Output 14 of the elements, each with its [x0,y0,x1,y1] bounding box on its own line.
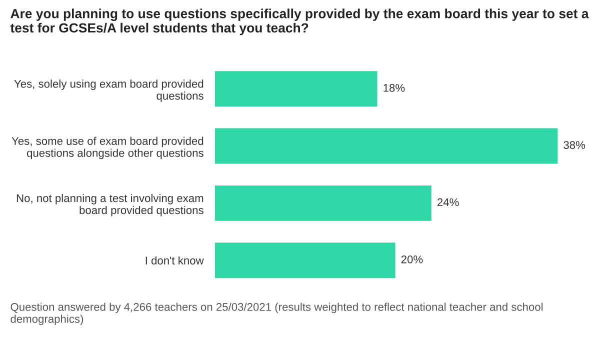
text: Question answered by 4,266 teachers on 25/03/2021 (results weighted to reflect national teacher and school demographics) [10,302,543,326]
bar [214,242,396,278]
y-tick-label: Yes, some use of exam board provided questions alongside other questions [12,136,204,160]
chart-title: Are you planning to use questions specifically provided by the exam board this year to set a test for GCSEs/A level students that you teach? [10,8,589,36]
y-tick-label: Yes, solely using exam board provided questions [14,80,204,102]
bar [214,71,378,107]
y-tick-label: No, not planning a test involving exam board provided questions [16,194,204,216]
bar [214,128,558,164]
data-label: 20% [401,255,423,264]
data-label: 24% [437,198,459,206]
data-label: 38% [564,141,586,149]
y-tick-label: I don't know [146,256,204,264]
bar [214,185,432,221]
data-label: 18% [384,84,405,92]
